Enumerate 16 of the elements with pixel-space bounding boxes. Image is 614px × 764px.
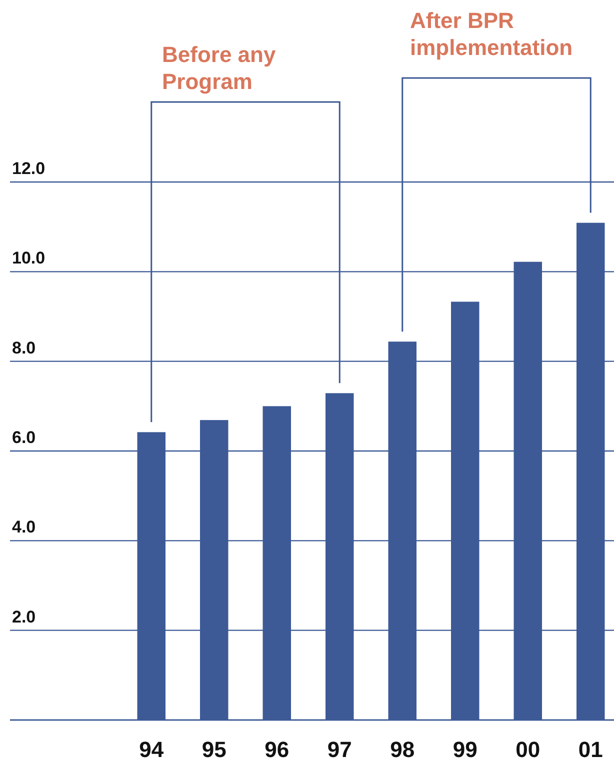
x-tick-label: 96 (264, 737, 290, 762)
x-tick-label: 95 (202, 737, 226, 762)
text: After BPR implementation (410, 8, 573, 60)
y-tick-label: 4.0 (12, 518, 36, 537)
y-tick-label: 6.0 (12, 428, 36, 447)
y-tick-label: 10.0 (12, 248, 46, 268)
y-tick-label: 8.0 (12, 338, 36, 358)
x-tick-label: 97 (327, 737, 352, 762)
x-tick-label: 00 (516, 737, 540, 762)
x-tick-label: 94 (139, 737, 164, 762)
x-tick-label: 99 (452, 737, 478, 762)
y-tick-label: 2.0 (12, 607, 36, 626)
y-tick-label: 12.0 (12, 159, 46, 178)
x-tick-label: 98 (390, 737, 415, 762)
x-tick-label: 01 (578, 737, 603, 762)
text: Before any Program (162, 42, 276, 94)
